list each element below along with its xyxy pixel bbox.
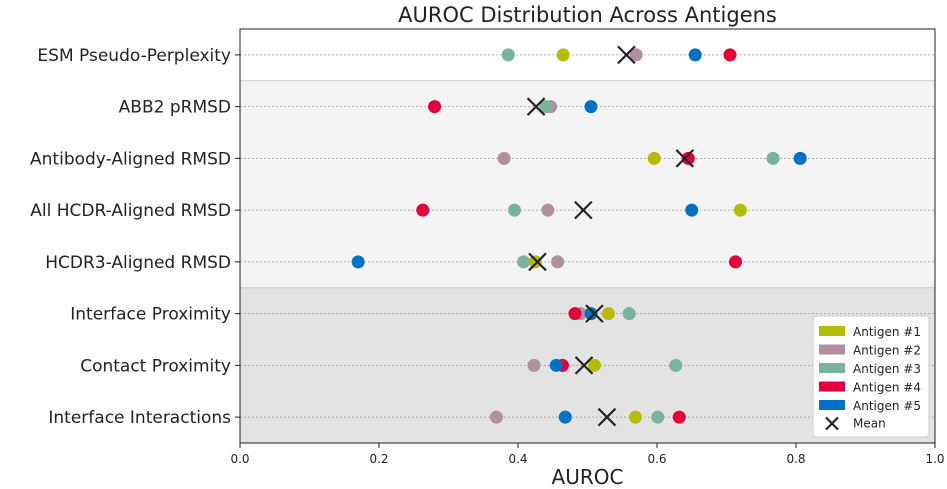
y-tick-label: Interface Interactions (48, 408, 231, 428)
data-point (793, 151, 807, 165)
legend-swatch (819, 326, 845, 336)
data-point (688, 48, 702, 62)
legend-label: Antigen #5 (853, 399, 921, 413)
data-point (517, 255, 531, 269)
data-point (628, 410, 642, 424)
data-points (351, 48, 807, 424)
x-tick-label: 0.4 (508, 452, 527, 466)
data-point (669, 358, 683, 372)
data-point (489, 410, 503, 424)
data-point (351, 255, 365, 269)
data-point (584, 100, 598, 114)
y-tick-label: All HCDR-Aligned RMSD (30, 201, 231, 221)
plot-frame (239, 28, 936, 444)
legend-swatch (819, 363, 845, 373)
data-point (729, 255, 743, 269)
mean-marker (574, 200, 593, 220)
x-tick-label: 0.8 (786, 452, 805, 466)
data-point (541, 203, 555, 217)
y-axis-ticks: ESM Pseudo-Perplexity ABB2 pRMSD Antibody-… (30, 46, 240, 428)
category-band (240, 29, 935, 81)
mean-marker (617, 45, 636, 65)
legend-label: Antigen #1 (853, 325, 921, 339)
legend-mean-stroke (825, 416, 839, 431)
data-point (549, 358, 563, 372)
y-tick-label: Interface Proximity (70, 305, 231, 325)
data-point (527, 358, 541, 372)
legend-label: Antigen #2 (853, 344, 921, 358)
data-point (685, 203, 699, 217)
legend-swatch (819, 400, 845, 410)
data-point (416, 203, 430, 217)
x-tick-label: 1.0 (925, 452, 944, 466)
data-point (501, 48, 515, 62)
legend-swatch (819, 381, 845, 392)
x-axis-label: AUROC (552, 465, 624, 489)
mean-marker-stroke (574, 200, 593, 220)
data-point (539, 100, 553, 114)
legend: Antigen #1 Antigen #2 Antigen #3 Antigen #4… (812, 315, 930, 438)
legend-label: Antigen #4 (853, 381, 921, 395)
x-tick-label: 0.6 (647, 452, 666, 466)
data-point (528, 255, 542, 269)
y-tick-label: HCDR3-Aligned RMSD (45, 253, 231, 273)
data-point (622, 307, 636, 321)
data-point (601, 307, 615, 321)
data-point (551, 255, 565, 269)
mean-marker-stroke (585, 304, 604, 323)
chart-title: AUROC Distribution Across Antigens (398, 3, 777, 27)
data-point (497, 151, 511, 165)
data-point (733, 203, 747, 217)
y-tick-label: ESM Pseudo-Perplexity (37, 46, 231, 66)
data-point (587, 358, 601, 372)
mean-markers (526, 45, 695, 427)
mean-marker (528, 252, 547, 272)
mean-marker-stroke (574, 356, 594, 375)
data-point (723, 48, 737, 62)
data-point (681, 151, 695, 165)
mean-marker (675, 149, 695, 168)
y-tick-label: ABB2 pRMSD (119, 98, 231, 118)
data-point (651, 410, 665, 424)
legend-mean-icon (825, 416, 839, 431)
x-tick-label: 0.2 (369, 452, 388, 466)
category-band (240, 132, 935, 185)
data-point (558, 410, 572, 424)
data-point (647, 151, 661, 165)
legend-label: Antigen #3 (853, 362, 921, 376)
data-point (629, 48, 643, 62)
mean-marker (574, 356, 594, 375)
category-band (240, 184, 935, 236)
mean-marker (597, 407, 617, 427)
y-tick-label: Contact Proximity (80, 356, 231, 376)
mean-marker-stroke (617, 45, 636, 65)
data-point (508, 203, 522, 217)
data-point (428, 100, 442, 114)
mean-marker-stroke (597, 407, 617, 427)
mean-marker-stroke (528, 252, 547, 272)
x-tick-label: 0.0 (230, 452, 249, 466)
mean-marker (585, 304, 604, 323)
data-point (766, 151, 780, 165)
data-point (672, 410, 686, 424)
x-axis-ticks: 0.0 0.2 0.4 0.6 0.8 1.0 (230, 443, 945, 466)
mean-marker (526, 97, 546, 116)
mean-marker-stroke (675, 149, 695, 168)
data-point (568, 307, 582, 321)
mean-marker-stroke (526, 97, 546, 116)
data-point (556, 48, 570, 62)
legend-label: Mean (853, 417, 886, 431)
y-tick-label: Antibody-Aligned RMSD (30, 149, 231, 169)
legend-swatch (819, 344, 845, 355)
data-point (584, 307, 598, 321)
